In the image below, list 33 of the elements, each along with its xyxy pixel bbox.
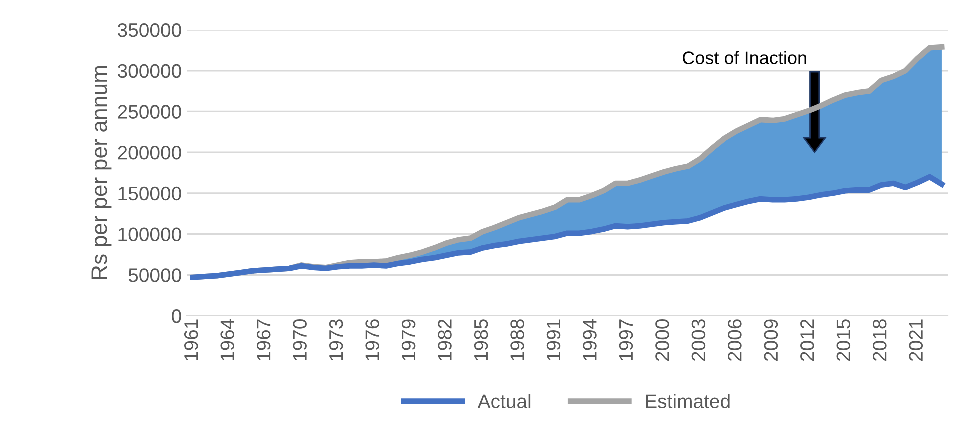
x-tick-label: 1979 (402, 320, 416, 361)
x-tick-label: 1961 (184, 320, 198, 361)
legend-label: Actual (478, 394, 531, 408)
x-tick-label: 2006 (728, 320, 742, 362)
x-tick-label: 1985 (474, 320, 488, 361)
x-tick-label: 2009 (764, 320, 778, 362)
y-tick-label: 250000 (118, 105, 182, 119)
x-tick-label: 2018 (873, 320, 887, 362)
y-tick-label: 150000 (118, 186, 182, 201)
legend-label: Estimated (646, 394, 730, 408)
x-tick-label: 2021 (909, 320, 924, 362)
x-tick-label: 1976 (366, 320, 380, 361)
y-tick-label: 50000 (128, 268, 182, 282)
x-tick-label: 2003 (692, 320, 706, 362)
x-tick-label: 1970 (293, 320, 307, 361)
y-tick-label: 100000 (118, 228, 182, 242)
x-tick-label: 2000 (656, 320, 670, 362)
x-tick-label: 1997 (619, 320, 634, 361)
x-tick-label: 2015 (836, 320, 851, 362)
x-tick-label: 1973 (329, 320, 344, 361)
y-tick-label: 350000 (118, 23, 182, 38)
y-tick-label: 0 (172, 309, 182, 324)
x-tick-label: 1967 (256, 320, 271, 361)
y-tick-label: 300000 (118, 64, 182, 78)
x-tick-label: 1988 (510, 320, 524, 361)
x-tick-label: 1994 (583, 319, 597, 361)
x-tick-label: 1964 (220, 319, 234, 361)
y-axis-title: Rs per per per annum (92, 66, 112, 280)
x-tick-label: 1982 (438, 320, 452, 361)
x-tick-label: 2012 (800, 320, 814, 362)
x-tick-label: 1991 (546, 320, 561, 361)
annotation: Cost of Inaction (683, 51, 806, 64)
y-tick-label: 200000 (118, 146, 182, 160)
